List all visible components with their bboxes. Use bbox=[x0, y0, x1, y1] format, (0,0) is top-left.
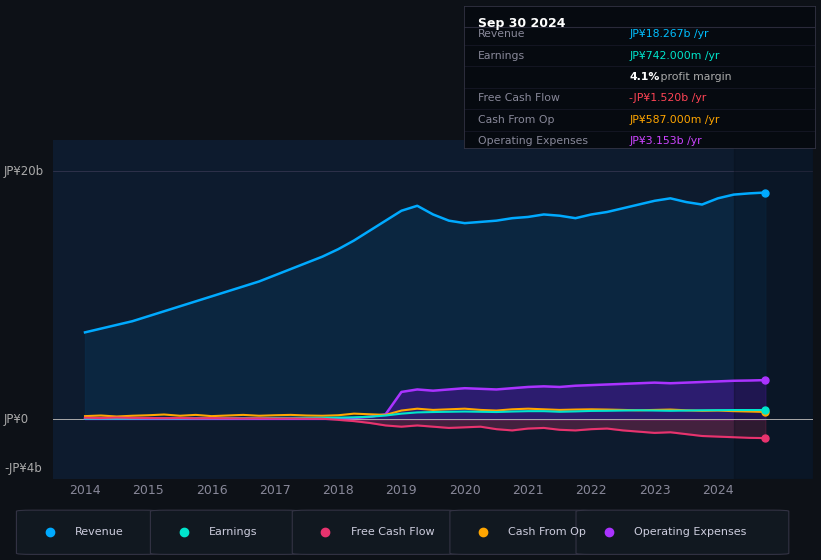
Text: Free Cash Flow: Free Cash Flow bbox=[351, 527, 434, 537]
Text: Operating Expenses: Operating Expenses bbox=[478, 136, 588, 146]
Text: Revenue: Revenue bbox=[75, 527, 123, 537]
Text: Earnings: Earnings bbox=[209, 527, 257, 537]
FancyBboxPatch shape bbox=[450, 510, 592, 554]
Text: profit margin: profit margin bbox=[657, 72, 732, 82]
FancyBboxPatch shape bbox=[576, 510, 789, 554]
Text: 4.1%: 4.1% bbox=[629, 72, 659, 82]
Text: JP¥0: JP¥0 bbox=[4, 413, 30, 426]
FancyBboxPatch shape bbox=[292, 510, 458, 554]
Text: JP¥18.267b /yr: JP¥18.267b /yr bbox=[629, 29, 709, 39]
FancyBboxPatch shape bbox=[16, 510, 158, 554]
Text: -JP¥4b: -JP¥4b bbox=[4, 463, 42, 475]
Text: Earnings: Earnings bbox=[478, 50, 525, 60]
Text: JP¥20b: JP¥20b bbox=[4, 165, 44, 178]
Text: Operating Expenses: Operating Expenses bbox=[635, 527, 747, 537]
Text: Cash From Op: Cash From Op bbox=[508, 527, 586, 537]
Text: Free Cash Flow: Free Cash Flow bbox=[478, 94, 560, 104]
Text: -JP¥1.520b /yr: -JP¥1.520b /yr bbox=[629, 94, 706, 104]
Text: Sep 30 2024: Sep 30 2024 bbox=[478, 17, 566, 30]
Text: JP¥587.000m /yr: JP¥587.000m /yr bbox=[629, 115, 719, 125]
FancyBboxPatch shape bbox=[150, 510, 300, 554]
Text: Revenue: Revenue bbox=[478, 29, 525, 39]
Text: Cash From Op: Cash From Op bbox=[478, 115, 554, 125]
Text: JP¥742.000m /yr: JP¥742.000m /yr bbox=[629, 50, 719, 60]
Bar bbox=[734, 140, 813, 479]
Text: JP¥3.153b /yr: JP¥3.153b /yr bbox=[629, 136, 702, 146]
